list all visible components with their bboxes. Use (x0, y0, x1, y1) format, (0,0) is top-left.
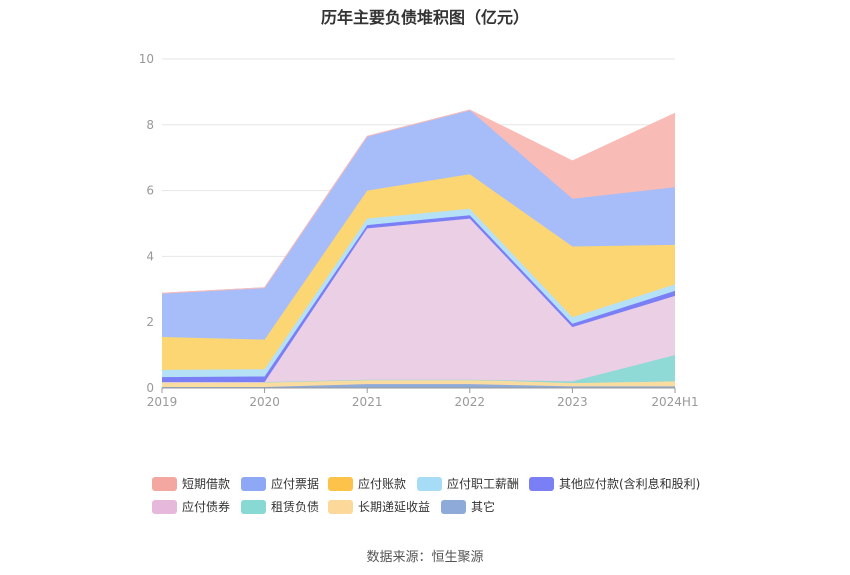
x-tick-label: 2024H1 (651, 395, 698, 409)
legend-item[interactable]: 应付账款 (328, 475, 406, 492)
x-tick-label: 2021 (352, 395, 383, 409)
y-tick-label: 10 (139, 52, 154, 66)
legend-label: 其他应付款(含利息和股利) (559, 477, 701, 491)
legend-label: 租赁负债 (271, 500, 320, 514)
legend-label: 应付账款 (358, 477, 407, 491)
legend-item[interactable]: 租赁负债 (241, 498, 319, 515)
legend-label: 应付债券 (182, 500, 231, 514)
area-9 (162, 110, 675, 294)
lease-liability-icon (241, 499, 266, 514)
legend-item[interactable]: 其他应付款(含利息和股利) (529, 475, 700, 492)
x-tick-label: 2020 (249, 395, 280, 409)
payroll-icon (417, 476, 442, 491)
other-icon (441, 499, 466, 514)
y-tick-labels: 0 2 4 6 8 10 (139, 52, 154, 395)
x-tick-label: 2022 (455, 395, 486, 409)
short-term-loan-icon (152, 476, 177, 491)
y-tick-label: 6 (146, 184, 154, 198)
area-1 (162, 384, 675, 388)
legend-label: 其它 (471, 500, 496, 514)
stacked-area-chart: 0 2 4 6 8 10 2019 2020 2021 2022 2023 2024H1 (139, 52, 699, 409)
legend-item[interactable]: 长期递延收益 (328, 498, 430, 515)
other-payables-icon (529, 476, 554, 491)
chart-title: 历年主要负债堆积图（亿元） (320, 8, 529, 27)
x-tick-label: 2019 (147, 395, 178, 409)
legend-label: 短期借款 (182, 477, 231, 491)
legend-label: 应付职工薪酬 (447, 477, 520, 491)
legend-item[interactable]: 应付票据 (241, 475, 319, 492)
area-7 (162, 174, 675, 370)
x-axis (161, 387, 676, 393)
y-tick-label: 8 (146, 118, 154, 132)
data-source-note: 数据来源：恒生聚源 (366, 550, 484, 565)
y-tick-label: 4 (146, 249, 154, 263)
legend-item[interactable]: 应付职工薪酬 (417, 475, 519, 492)
accounts-payable-icon (328, 476, 353, 491)
area-5 (162, 215, 675, 383)
area-3 (162, 355, 675, 384)
x-tick-label: 2023 (557, 395, 588, 409)
legend-item[interactable]: 其它 (441, 498, 495, 515)
bonds-payable-icon (152, 499, 177, 514)
x-tick-labels: 2019 2020 2021 2022 2023 2024H1 (147, 395, 699, 409)
notes-payable-icon (241, 476, 266, 491)
legend-item[interactable]: 短期借款 (152, 475, 230, 492)
area-series (161, 109, 676, 388)
area-edge-9 (161, 109, 676, 294)
y-tick-label: 0 (146, 381, 154, 395)
legend-item[interactable]: 应付债券 (152, 498, 230, 515)
deferred-income-icon (328, 499, 353, 514)
legend-label: 长期递延收益 (358, 500, 431, 514)
legend-label: 应付票据 (271, 477, 320, 491)
area-8 (162, 110, 675, 340)
y-tick-label: 2 (146, 315, 154, 329)
area-6 (162, 208, 675, 378)
area-4 (162, 218, 675, 383)
